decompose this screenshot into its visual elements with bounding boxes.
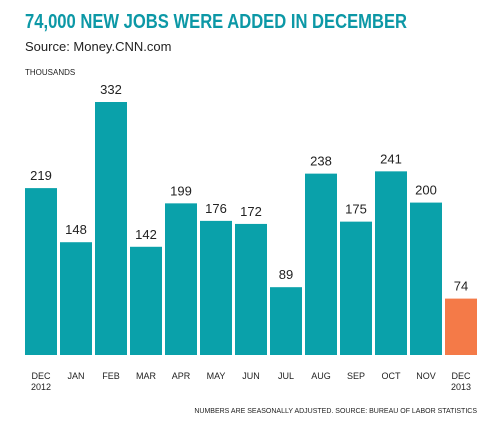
x-tick-label: AUG	[311, 371, 331, 381]
bar	[25, 188, 57, 355]
bar	[375, 171, 407, 355]
value-label: 176	[205, 201, 227, 216]
x-tick-label: OCT	[382, 371, 402, 381]
bar	[340, 221, 372, 355]
value-label: 172	[240, 204, 262, 219]
bar	[410, 202, 442, 355]
x-tick-label: JUN	[242, 371, 260, 381]
y-axis-label: THOUSANDS	[25, 68, 75, 77]
value-label: 142	[135, 227, 157, 242]
value-label: 175	[345, 202, 367, 217]
x-tick-label: APR	[172, 371, 191, 381]
x-tick-label: DEC 2012	[31, 371, 51, 392]
x-tick-label: MAR	[136, 371, 157, 381]
x-tick-label: NOV	[416, 371, 436, 381]
value-label: 199	[170, 183, 192, 198]
value-label: 219	[30, 168, 52, 183]
x-tick-label: JUL	[278, 371, 294, 381]
chart-title: 74,000 NEW JOBS WERE ADDED IN DECEMBER	[25, 11, 407, 33]
bar	[235, 223, 267, 355]
bar	[270, 287, 302, 355]
value-label: 148	[65, 222, 87, 237]
bar	[165, 203, 197, 355]
x-tick-label: MAY	[207, 371, 226, 381]
x-tick-label: SEP	[347, 371, 365, 381]
value-label: 238	[310, 154, 332, 169]
bar	[60, 242, 92, 355]
value-label: 74	[454, 279, 468, 294]
footnote: NUMBERS ARE SEASONALLY ADJUSTED. SOURCE:…	[194, 408, 477, 415]
value-label: 241	[380, 151, 402, 166]
value-label: 200	[415, 183, 437, 198]
bar	[95, 102, 127, 355]
chart-subtitle: Source: Money.CNN.com	[25, 39, 171, 54]
bar	[445, 298, 477, 355]
bar	[200, 220, 232, 355]
value-label: 89	[279, 267, 293, 282]
x-tick-label: FEB	[102, 371, 120, 381]
bar	[130, 246, 162, 355]
bar	[305, 173, 337, 355]
x-tick-label: DEC 2013	[451, 371, 471, 392]
value-label: 332	[100, 82, 122, 97]
x-tick-label: JAN	[67, 371, 84, 381]
